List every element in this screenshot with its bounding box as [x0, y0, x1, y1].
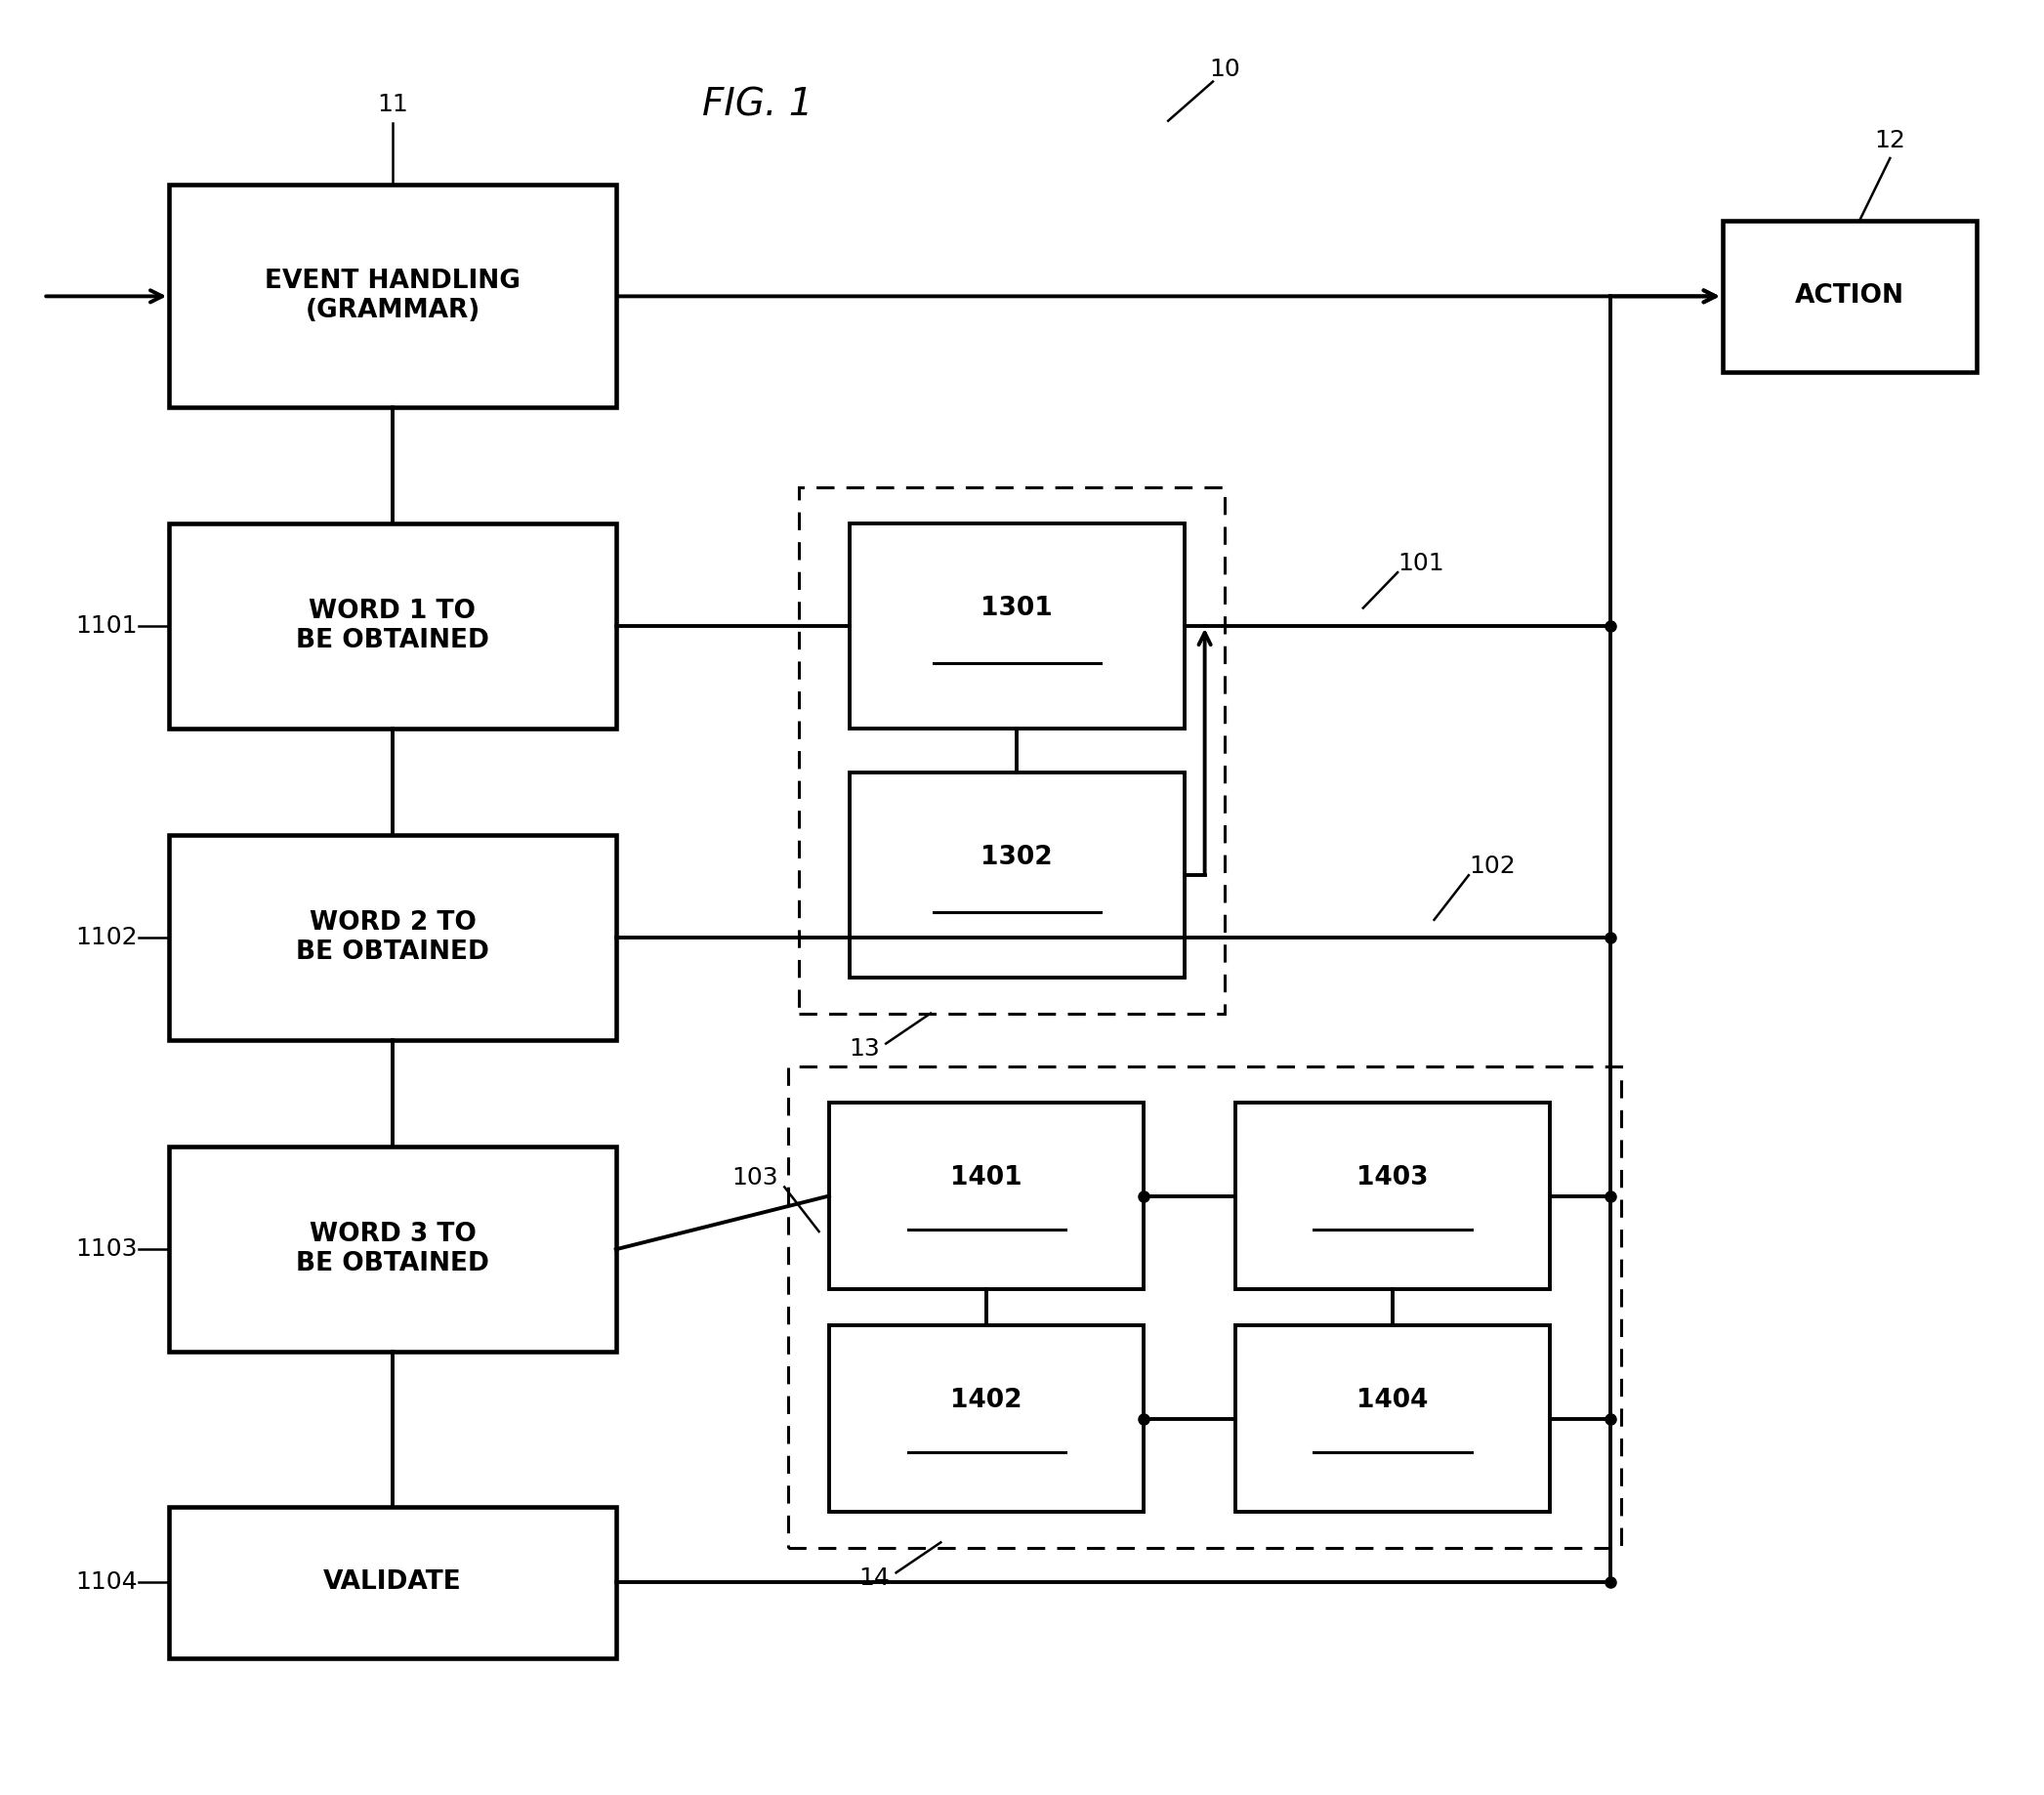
Text: 10: 10: [1210, 57, 1241, 81]
Bar: [850, 774, 1183, 978]
Text: 1103: 1103: [76, 1237, 137, 1262]
Bar: [170, 835, 615, 1039]
Text: 1102: 1102: [76, 926, 137, 950]
Text: 1101: 1101: [76, 614, 137, 637]
Text: EVENT HANDLING
(GRAMMAR): EVENT HANDLING (GRAMMAR): [264, 269, 521, 323]
Text: 13: 13: [848, 1038, 879, 1061]
Text: 1404: 1404: [1357, 1388, 1429, 1413]
Bar: [789, 1066, 1621, 1547]
Text: 1401: 1401: [950, 1165, 1022, 1190]
Text: 1301: 1301: [981, 596, 1053, 621]
Bar: [170, 1147, 615, 1352]
Text: 1403: 1403: [1357, 1165, 1429, 1190]
Text: 101: 101: [1398, 551, 1445, 574]
Text: 1302: 1302: [981, 845, 1053, 871]
Text: FIG. 1: FIG. 1: [703, 86, 814, 124]
Text: 103: 103: [732, 1167, 779, 1190]
Text: WORD 3 TO
BE OBTAINED: WORD 3 TO BE OBTAINED: [296, 1222, 489, 1276]
Text: VALIDATE: VALIDATE: [323, 1571, 462, 1596]
Text: 102: 102: [1470, 854, 1515, 878]
Bar: [170, 524, 615, 729]
Bar: [1235, 1102, 1549, 1289]
Text: WORD 1 TO
BE OBTAINED: WORD 1 TO BE OBTAINED: [296, 598, 489, 653]
Bar: [850, 524, 1183, 729]
Bar: [170, 1506, 615, 1659]
Text: ACTION: ACTION: [1795, 284, 1905, 309]
Text: 11: 11: [376, 93, 409, 117]
Bar: [830, 1102, 1145, 1289]
Bar: [1235, 1325, 1549, 1511]
Text: 1104: 1104: [76, 1571, 137, 1594]
Text: 14: 14: [858, 1567, 889, 1590]
Text: WORD 2 TO
BE OBTAINED: WORD 2 TO BE OBTAINED: [296, 910, 489, 966]
Bar: [170, 185, 615, 407]
Bar: [1723, 221, 1977, 372]
Bar: [830, 1325, 1145, 1511]
Text: 1402: 1402: [950, 1388, 1022, 1413]
Text: 12: 12: [1874, 129, 1905, 153]
Bar: [799, 488, 1224, 1014]
